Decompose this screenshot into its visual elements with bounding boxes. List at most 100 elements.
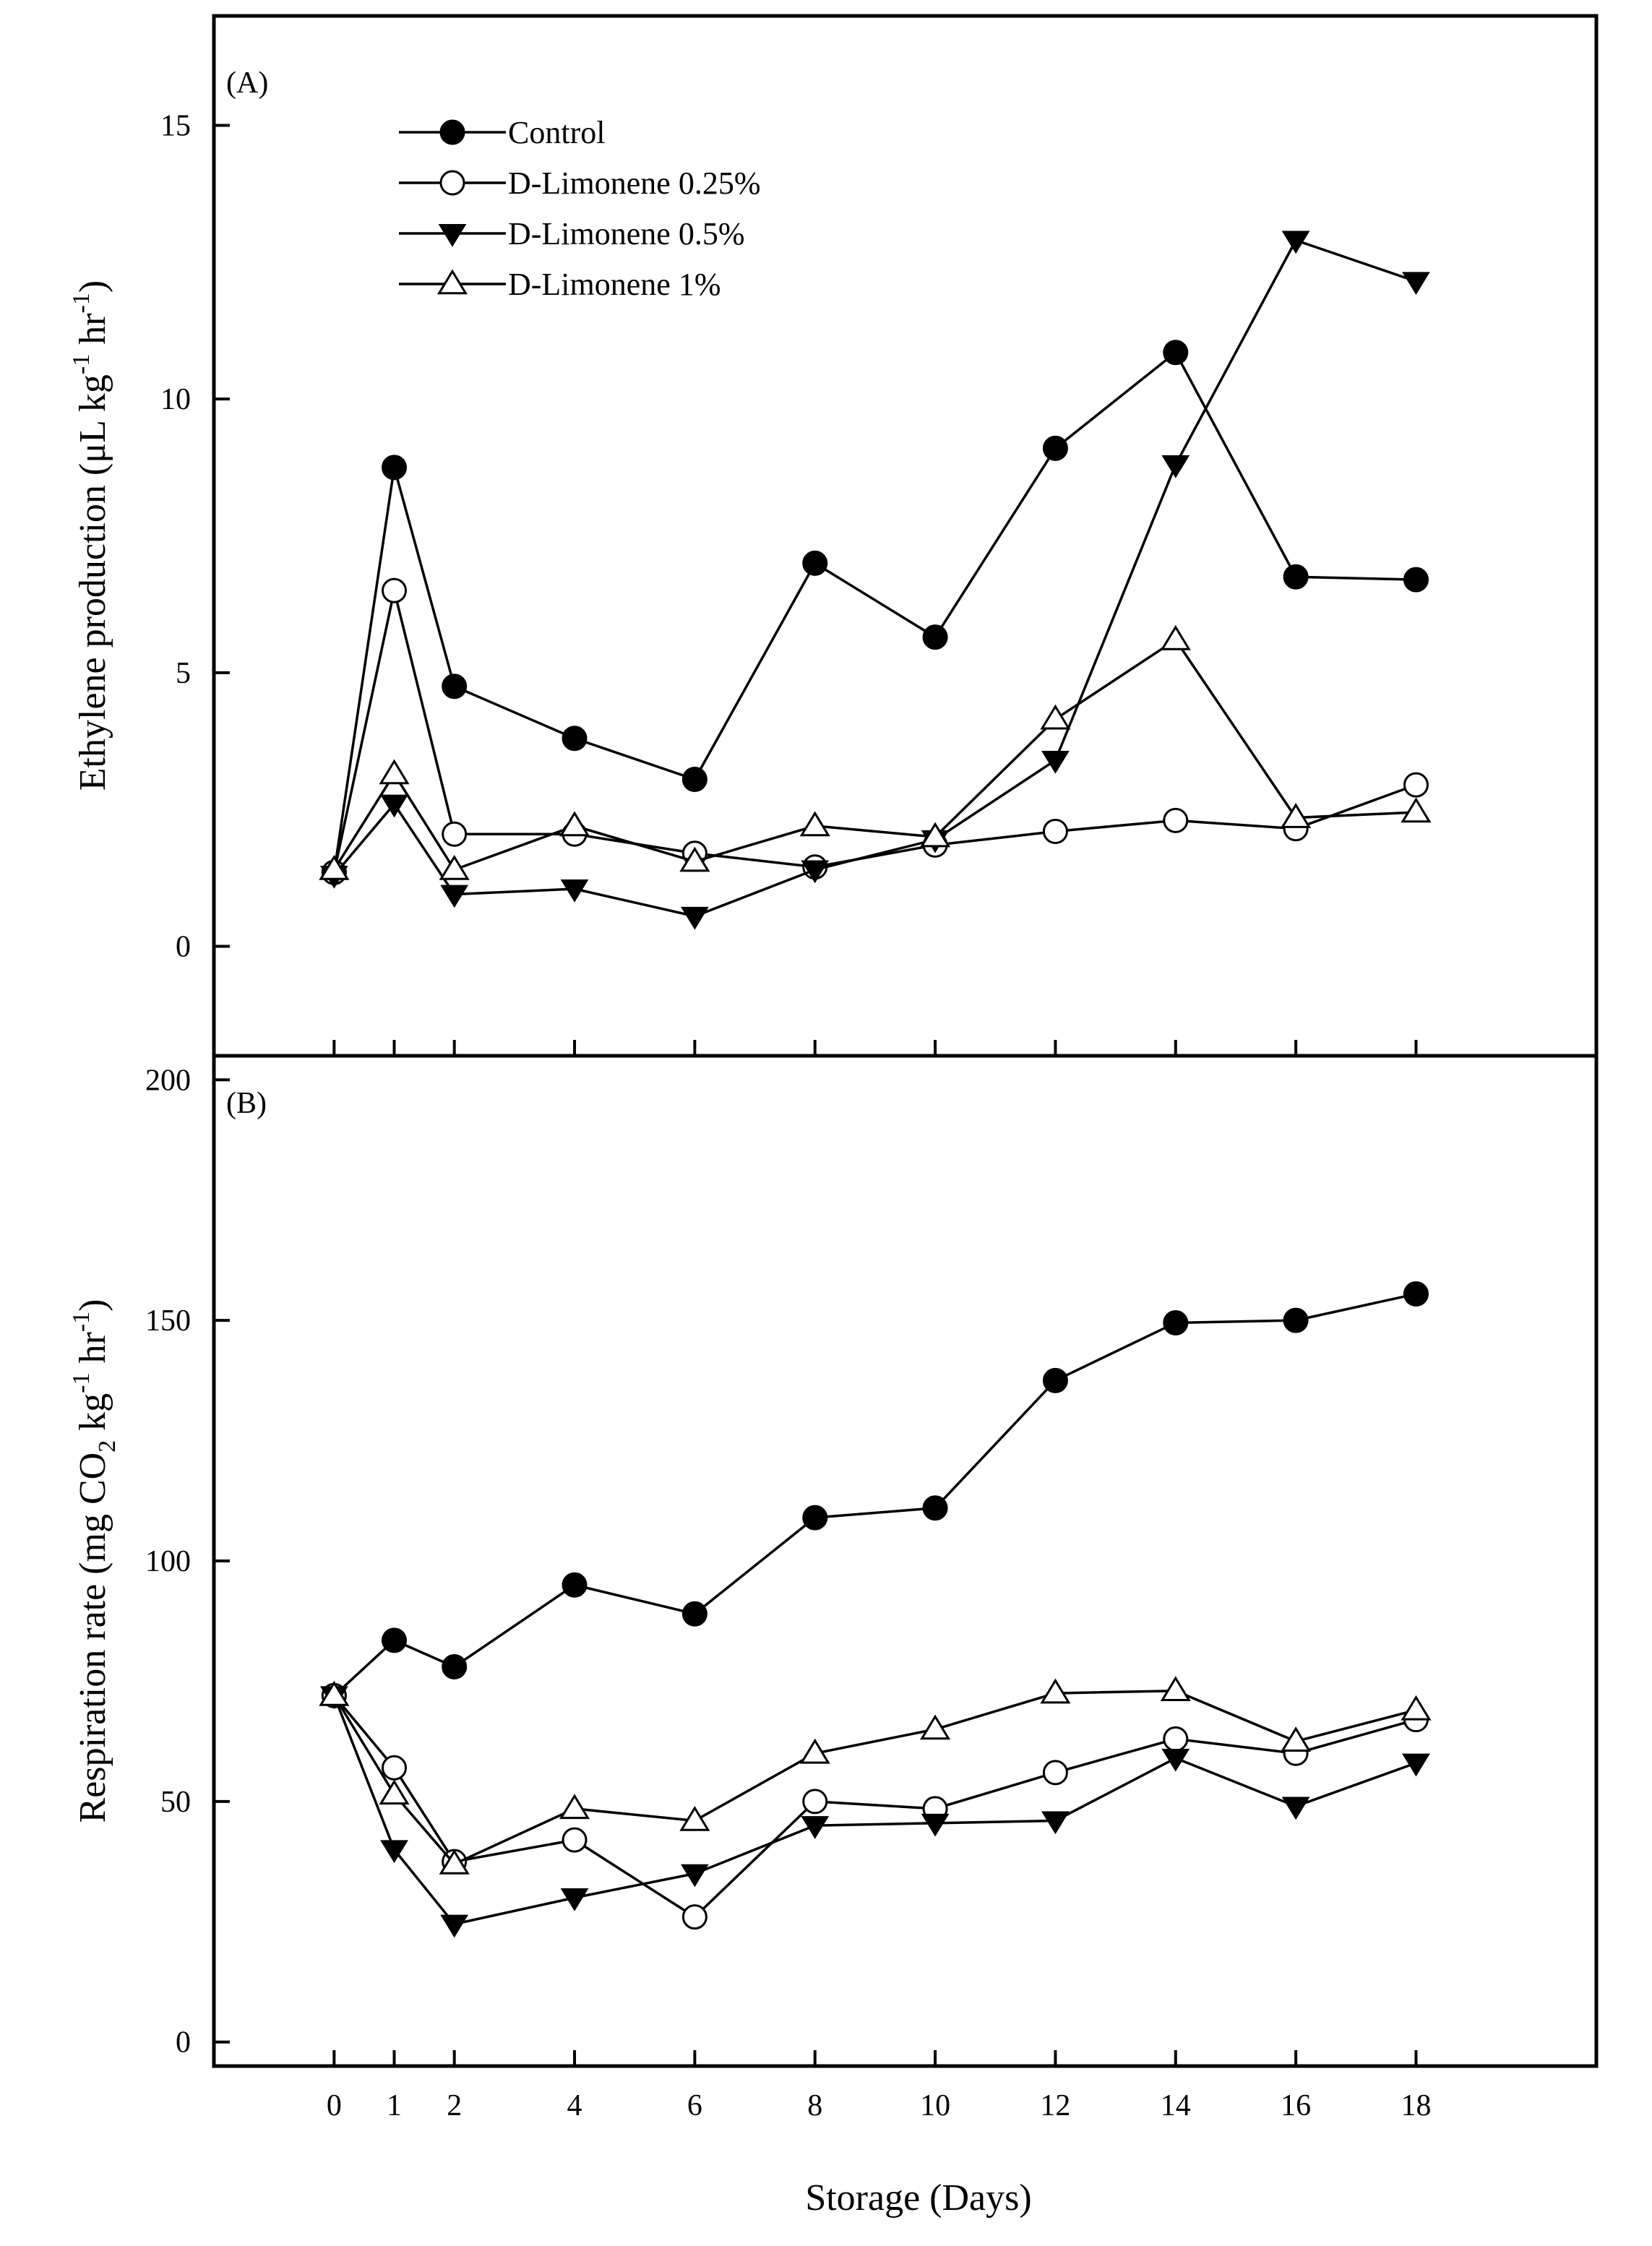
data-point bbox=[382, 577, 408, 603]
data-point bbox=[1041, 751, 1070, 774]
data-point bbox=[380, 794, 408, 818]
y-tick-label: 5 bbox=[176, 657, 191, 690]
legend-entry: D-Limonene 0.5% bbox=[399, 216, 744, 251]
data-point bbox=[442, 821, 468, 847]
series-control bbox=[321, 340, 1429, 885]
data-point bbox=[1042, 818, 1068, 844]
data-point bbox=[799, 811, 830, 837]
data-point bbox=[319, 1680, 350, 1706]
data-point bbox=[559, 811, 590, 837]
data-point bbox=[562, 1572, 588, 1598]
data-point bbox=[802, 550, 828, 576]
data-point bbox=[1281, 803, 1312, 828]
data-point bbox=[442, 674, 468, 700]
data-point bbox=[681, 1864, 709, 1888]
panel-b-y-axis-title: Respiration rate (mg CO2 kg-1 hr-1) bbox=[68, 1299, 121, 1823]
series-d-limonene-0-25- bbox=[321, 577, 1429, 885]
data-point bbox=[560, 1888, 589, 1911]
data-point bbox=[922, 624, 948, 650]
legend-label: D-Limonene 0.25% bbox=[508, 165, 760, 201]
y-tick-label: 50 bbox=[160, 1786, 191, 1819]
data-point bbox=[679, 846, 710, 872]
data-point bbox=[801, 860, 830, 884]
series-d-limonene-0-5- bbox=[319, 231, 1430, 930]
series-line bbox=[332, 350, 1416, 873]
data-point bbox=[319, 854, 350, 880]
data-point bbox=[801, 1816, 830, 1839]
y-tick-label: 15 bbox=[160, 109, 191, 142]
data-point bbox=[1281, 1797, 1310, 1820]
x-tick-label: 16 bbox=[1281, 2089, 1311, 2122]
data-point bbox=[920, 1714, 951, 1740]
x-tick-label: 1 bbox=[387, 2089, 402, 2122]
series-d-limonene-1- bbox=[319, 1676, 1432, 1875]
panel-a-y-axis-title: Ethylene production (μL kg-1 hr-1) bbox=[68, 280, 113, 791]
x-tick-label: 4 bbox=[567, 2089, 582, 2122]
data-point bbox=[379, 1779, 410, 1805]
series-line bbox=[333, 1695, 1416, 1919]
series-d-limonene-0-5- bbox=[319, 1686, 1430, 1938]
series-control bbox=[321, 1281, 1429, 1708]
legend-entry: D-Limonene 1% bbox=[399, 267, 720, 302]
data-point bbox=[681, 767, 707, 793]
series-line bbox=[332, 1695, 1417, 1926]
x-axis-title: Storage (Days) bbox=[805, 2177, 1031, 2219]
data-point bbox=[1042, 435, 1068, 461]
data-point bbox=[921, 1813, 950, 1837]
series-d-limonene-1- bbox=[319, 624, 1432, 880]
legend-marker bbox=[436, 269, 468, 295]
data-point bbox=[1401, 1695, 1432, 1721]
series-d-limonene-0-25- bbox=[321, 1682, 1429, 1930]
data-point bbox=[1402, 1753, 1430, 1777]
data-point bbox=[439, 1849, 470, 1875]
panel-a-plot: 0 5 10 15 Control D-Limonene 0.25% D-Limonene … bbox=[160, 109, 1432, 1056]
legend-label: D-Limonene 0.5% bbox=[508, 216, 744, 251]
data-point bbox=[1160, 624, 1191, 650]
data-point bbox=[562, 726, 588, 752]
data-point bbox=[1161, 455, 1190, 478]
legend-marker bbox=[439, 170, 465, 196]
data-point bbox=[1042, 1760, 1068, 1786]
x-tick-label: 12 bbox=[1040, 2089, 1070, 2122]
data-point bbox=[379, 759, 410, 785]
data-point bbox=[1283, 564, 1309, 590]
data-point bbox=[920, 822, 951, 848]
data-point bbox=[1163, 1309, 1189, 1335]
data-point bbox=[1283, 1307, 1309, 1333]
data-point bbox=[560, 879, 589, 903]
data-point bbox=[1042, 1367, 1068, 1393]
data-point bbox=[382, 455, 408, 481]
data-point bbox=[1040, 704, 1071, 730]
data-point bbox=[382, 1755, 408, 1781]
data-point bbox=[1163, 1726, 1189, 1752]
series-line bbox=[333, 1292, 1416, 1697]
data-point bbox=[679, 1805, 710, 1831]
x-tick-label: 10 bbox=[920, 2089, 950, 2122]
legend-marker bbox=[439, 119, 465, 145]
data-point bbox=[382, 1627, 408, 1653]
x-tick-label: 6 bbox=[687, 2089, 702, 2122]
x-tick-label: 14 bbox=[1161, 2089, 1191, 2122]
data-point bbox=[922, 1495, 948, 1521]
data-point bbox=[439, 854, 470, 880]
data-point bbox=[1281, 231, 1310, 254]
data-point bbox=[1161, 1748, 1190, 1772]
data-point bbox=[1403, 1281, 1429, 1307]
legend-label: Control bbox=[508, 115, 605, 150]
data-point bbox=[1403, 567, 1429, 593]
data-point bbox=[440, 885, 469, 908]
data-point bbox=[442, 1653, 468, 1679]
panel-b-label: (B) bbox=[226, 1087, 267, 1120]
legend-marker bbox=[438, 224, 467, 247]
legend-entry: D-Limonene 0.25% bbox=[399, 165, 760, 201]
data-point bbox=[802, 1505, 828, 1531]
panel-b-frame bbox=[212, 1054, 1599, 2068]
legend-entry: Control bbox=[399, 115, 605, 150]
y-tick-label: 0 bbox=[176, 2026, 191, 2060]
data-point bbox=[1401, 797, 1432, 823]
y-tick-label: 0 bbox=[176, 931, 191, 964]
data-point bbox=[681, 1601, 707, 1627]
x-tick-label: 8 bbox=[807, 2089, 822, 2122]
